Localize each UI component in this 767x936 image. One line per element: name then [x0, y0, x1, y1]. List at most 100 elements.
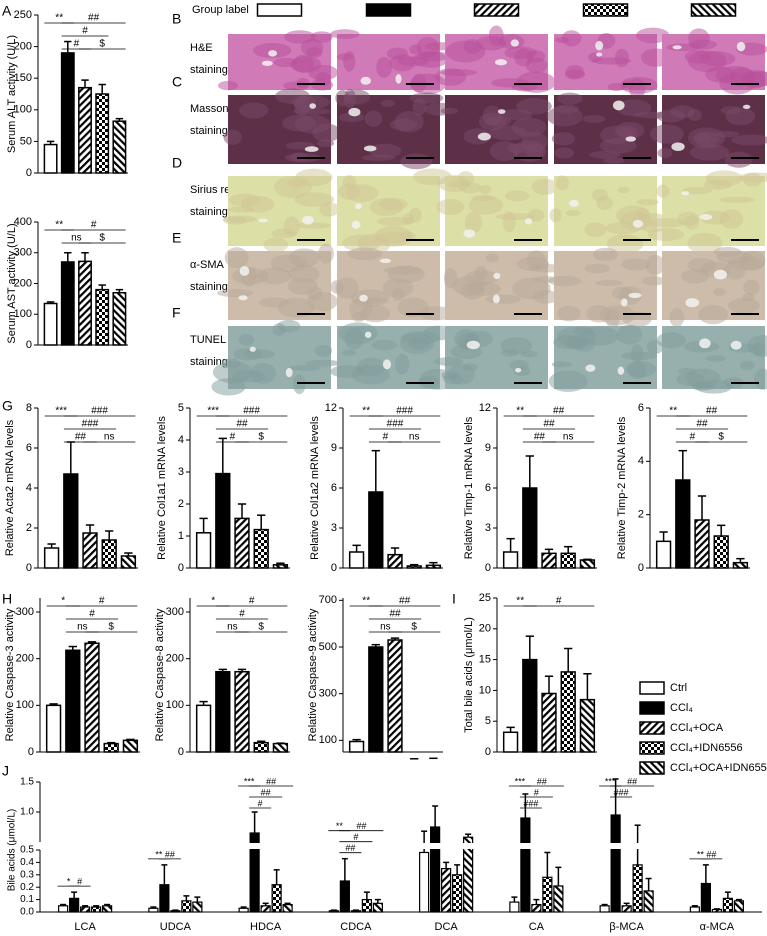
tissue-texture [341, 349, 356, 356]
tissue-texture [628, 361, 647, 379]
significance-label: ** [697, 849, 705, 859]
vessel [302, 215, 314, 225]
panel-letter: I [452, 591, 456, 607]
tissue-texture [557, 92, 583, 105]
y-tick-label: 15 [479, 654, 491, 666]
tissue-texture [719, 209, 744, 229]
bar [531, 903, 542, 913]
tissue-texture [728, 297, 760, 314]
tissue-texture [731, 134, 767, 146]
tissue-texture [507, 143, 528, 154]
bar [234, 670, 250, 753]
y-tick-label: 100 [14, 104, 32, 116]
tissue-texture [400, 331, 441, 345]
bar [502, 731, 519, 753]
vessel [585, 364, 596, 372]
bar [159, 884, 170, 913]
legend-swatch [639, 701, 665, 715]
x-tick-label: CA [529, 921, 545, 933]
significance-label: # [82, 26, 88, 37]
y-tick-label: 12 [479, 402, 491, 414]
vessel [249, 346, 256, 352]
vessel [596, 52, 603, 57]
row-label: staining [190, 125, 228, 137]
tissue-texture [360, 304, 391, 323]
bar [694, 519, 710, 569]
panel-letter: B [172, 11, 181, 27]
vessel [493, 272, 501, 280]
bar [348, 551, 365, 569]
x-tick-label: DCA [435, 921, 459, 933]
tissue-texture [636, 27, 670, 44]
bar [643, 890, 654, 913]
significance-label: ## [706, 849, 716, 859]
tissue-texture [369, 143, 402, 158]
vessel [685, 298, 700, 308]
vessel [699, 338, 711, 349]
y-tick-label: 700 [319, 594, 337, 606]
tissue-texture [565, 209, 581, 217]
tissue-texture [743, 279, 760, 296]
tissue-texture [277, 319, 301, 333]
tissue-texture [596, 196, 613, 211]
tissue-texture [485, 253, 499, 263]
significance-label: ns [227, 622, 238, 633]
tissue-texture [689, 144, 730, 161]
significance-label: ## [261, 787, 271, 797]
significance-label: # [239, 609, 245, 620]
legend-swatch [639, 741, 665, 755]
significance-label: # [77, 877, 82, 887]
bar [95, 93, 110, 174]
tissue-texture [592, 247, 618, 261]
bar [387, 639, 403, 753]
bar [430, 826, 441, 913]
tissue-texture [343, 88, 356, 109]
tissue-texture [364, 110, 383, 127]
vessel [510, 39, 520, 47]
tissue-texture [397, 297, 430, 318]
y-tick-label: 20 [479, 623, 491, 635]
significance-label: ** [516, 406, 524, 417]
row-label: α-SMA [190, 259, 225, 271]
significance-label: ** [336, 821, 344, 831]
vessel [625, 136, 636, 142]
significance-label: *** [515, 776, 526, 786]
vessel [360, 76, 371, 85]
y-tick-label: 0 [26, 167, 32, 179]
tissue-texture [525, 57, 548, 74]
tissue-texture [527, 250, 546, 270]
vessel [612, 100, 625, 111]
tissue-texture [416, 37, 440, 58]
y-tick-label: 5 [178, 402, 184, 414]
grid-header: Group label [192, 4, 249, 16]
vessel [595, 40, 604, 51]
bar [80, 906, 91, 913]
y-axis-label: Relative Caspase-3 activity [4, 608, 16, 741]
tissue-texture [696, 133, 711, 144]
tissue-texture [408, 207, 422, 223]
tissue-texture [516, 97, 552, 115]
tissue-texture [335, 277, 359, 299]
tissue-texture [221, 358, 241, 369]
bar [689, 906, 700, 913]
bar [452, 874, 463, 913]
bar [91, 906, 102, 913]
vessel [632, 219, 644, 228]
panel-letter: J [2, 763, 9, 779]
tissue-texture [713, 287, 726, 297]
y-tick-label: 100 [14, 308, 32, 320]
panel-letter: A [2, 3, 12, 19]
significance-label: ## [356, 821, 366, 831]
tissue-texture [688, 39, 717, 50]
significance-label: ns [380, 622, 391, 633]
significance-label: ** [669, 406, 677, 417]
y-tick-label: 4 [26, 482, 32, 494]
tissue-texture [292, 374, 306, 395]
y-tick-label: 6 [638, 402, 644, 414]
vessel [736, 41, 746, 52]
vessel [359, 294, 368, 302]
tissue-texture [305, 359, 342, 367]
tissue-texture [380, 99, 395, 108]
tissue-texture [584, 263, 611, 274]
tissue-texture [703, 179, 732, 190]
